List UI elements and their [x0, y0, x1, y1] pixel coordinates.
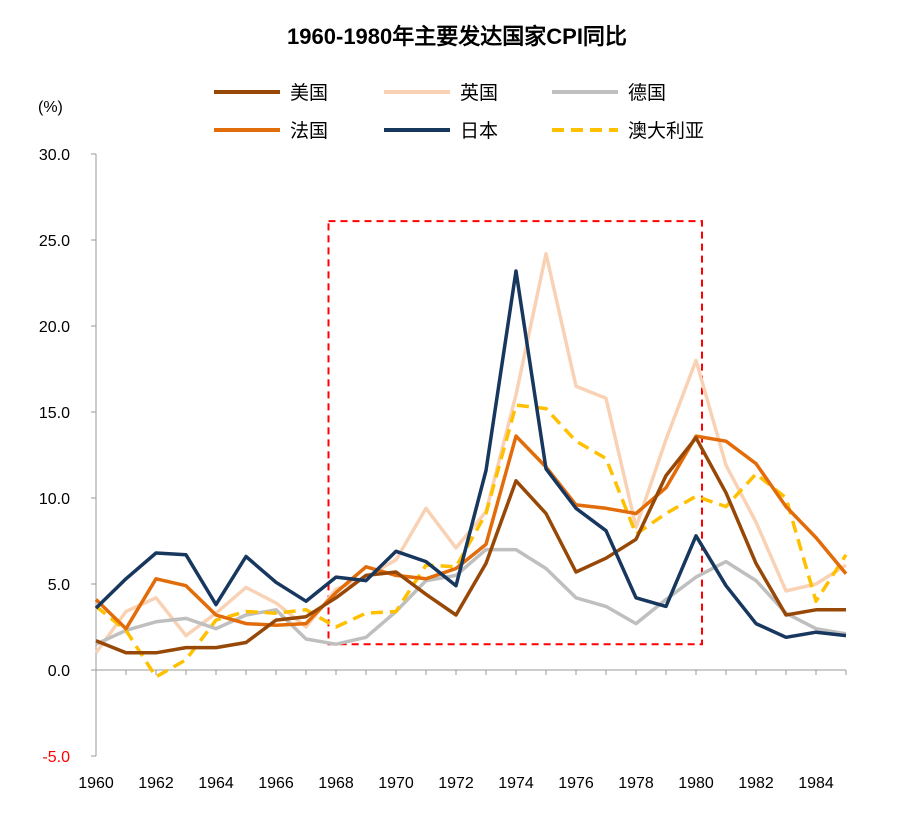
y-tick-label: 25.0 — [39, 233, 70, 250]
x-tick-label: 1982 — [738, 775, 774, 792]
series-line-德国 — [95, 547, 847, 646]
y-tick-label: 5.0 — [48, 577, 70, 594]
y-tick-label: 30.0 — [39, 147, 70, 164]
x-tick-label: 1968 — [318, 775, 354, 792]
y-tick-label: -5.0 — [42, 749, 70, 766]
series-line-法国 — [94, 434, 848, 631]
series-line-美国 — [95, 436, 846, 655]
legend-label-美国: 美国 — [290, 82, 328, 104]
legend-label-法国: 法国 — [290, 120, 328, 142]
series-line-澳大利亚 — [94, 403, 848, 679]
series-line-日本 — [94, 269, 847, 640]
highlight-box-1968-1980 — [327, 220, 703, 646]
y-tick-label: 15.0 — [39, 405, 70, 422]
y-tick-label: 20.0 — [39, 319, 70, 336]
x-tick-label: 1962 — [138, 775, 174, 792]
x-tick-label: 1978 — [618, 775, 654, 792]
plot-area: 30.0 25.0 20.0 15.0 10.0 5.0 0.0 -5.0 1960 1962 19… — [39, 147, 848, 792]
x-tick-label: 1980 — [678, 775, 714, 792]
x-tick-label: 1984 — [798, 775, 834, 792]
y-axis-unit-label: (%) — [38, 99, 63, 116]
legend-label-德国: 德国 — [628, 82, 666, 104]
x-tick-label: 1964 — [198, 775, 234, 792]
legend-label-日本: 日本 — [460, 120, 498, 142]
legend-label-澳大利亚: 澳大利亚 — [628, 120, 704, 142]
x-tick-label: 1966 — [258, 775, 294, 792]
x-tick-label: 1960 — [78, 775, 114, 792]
y-tick-label: 0.0 — [48, 663, 70, 680]
x-tick-label: 1970 — [378, 775, 414, 792]
chart-title: 1960-1980年主要发达国家CPI同比 — [287, 24, 627, 49]
y-tick-label: 10.0 — [39, 491, 70, 508]
x-tick-label: 1972 — [438, 775, 474, 792]
x-tick-label: 1974 — [498, 775, 534, 792]
legend-label-英国: 英国 — [460, 82, 498, 104]
x-tick-label: 1976 — [558, 775, 594, 792]
